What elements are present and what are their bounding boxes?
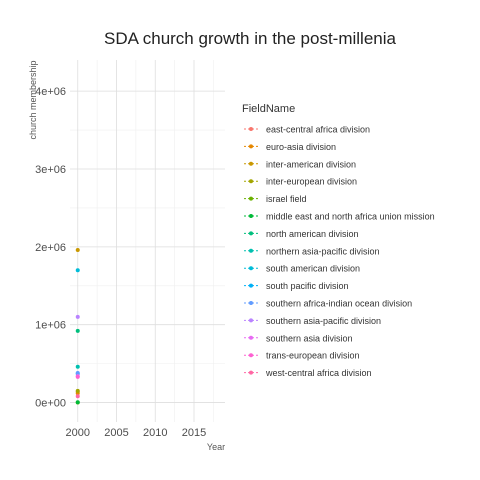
legend-label: west-central africa division [265, 368, 372, 378]
legend-item: inter-european division [244, 177, 357, 187]
legend-key-point [249, 127, 253, 131]
data-point [75, 364, 80, 369]
data-point [75, 374, 80, 379]
legend-item: middle east and north africa union missi… [244, 212, 435, 222]
legend-item: israel field [244, 194, 307, 204]
legend-key-point [249, 179, 253, 184]
series [75, 394, 80, 399]
data-point [75, 328, 80, 333]
x-axis-title: Year [207, 442, 225, 452]
data-point [75, 400, 80, 405]
x-tick-label: 2010 [143, 427, 167, 439]
legend-label: israel field [266, 194, 307, 204]
data-point [75, 370, 80, 375]
legend-item: northern asia-pacific division [244, 246, 380, 256]
legend-item: southern asia division [244, 333, 353, 343]
series [75, 370, 80, 375]
legend-title: FieldName [242, 103, 295, 115]
x-tick-label: 2005 [104, 427, 128, 439]
legend-item: euro-asia division [244, 142, 336, 152]
legend-item: southern asia-pacific division [244, 316, 381, 326]
legend-key-point [249, 335, 253, 340]
series [75, 374, 80, 379]
plot-area [70, 60, 225, 422]
data-point [75, 268, 80, 273]
y-tick-label: 0e+00 [35, 398, 66, 410]
legend-key-point [249, 196, 253, 201]
legend-label: euro-asia division [266, 142, 336, 152]
legend-key-point [249, 231, 253, 236]
legend-item: west-central africa division [244, 368, 372, 378]
legend-label: middle east and north africa union missi… [266, 212, 435, 222]
legend-label: northern asia-pacific division [266, 246, 380, 256]
legend-item: inter-american division [244, 159, 356, 169]
y-tick-label: 4e+06 [35, 86, 66, 98]
legend-item: south pacific division [244, 281, 349, 291]
legend-label: south american division [266, 264, 360, 274]
data-point [75, 388, 80, 393]
legend-key-point [249, 283, 253, 288]
legend-key-point [249, 161, 253, 166]
series [75, 328, 80, 333]
series [75, 314, 80, 319]
legend-label: inter-european division [266, 177, 357, 187]
legend-key-point [249, 248, 253, 253]
legend-key-point [249, 318, 253, 323]
legend-item: south american division [244, 264, 360, 274]
y-tick-label: 2e+06 [35, 242, 66, 254]
legend-label: southern asia division [266, 333, 353, 343]
series [75, 400, 80, 405]
data-point [75, 314, 80, 319]
x-tick-label: 2000 [66, 427, 90, 439]
series-layer [75, 247, 80, 405]
legend-item: east-central africa division [244, 125, 370, 135]
legend-item: southern africa-indian ocean division [244, 299, 412, 309]
legend-item: north american division [244, 229, 359, 239]
data-point [75, 394, 80, 399]
x-tick-label: 2015 [182, 427, 206, 439]
legend-label: southern africa-indian ocean division [266, 299, 412, 309]
series [75, 268, 80, 273]
y-axis: 0e+00 1e+06 2e+06 3e+06 4e+06 [35, 86, 66, 409]
y-axis-title: church membership [28, 60, 38, 139]
legend-key-point [249, 353, 253, 358]
legend-key-point [249, 370, 253, 375]
series [75, 388, 80, 393]
legend-key-point [249, 301, 253, 305]
y-tick-label: 3e+06 [35, 164, 66, 176]
legend-label: north american division [266, 229, 359, 239]
legend-label: south pacific division [266, 281, 349, 291]
legend-key-point [249, 266, 253, 271]
legend-label: southern asia-pacific division [266, 316, 381, 326]
legend-item: trans-european division [244, 351, 360, 361]
legend-key-point [249, 214, 253, 218]
legend-label: east-central africa division [266, 125, 370, 135]
legend-items: east-central africa division euro-asia di… [244, 125, 435, 378]
legend: FieldName east-central africa division eu… [242, 103, 435, 378]
legend-key-point [249, 144, 253, 149]
chart-title: SDA church growth in the post-millenia [104, 29, 397, 48]
series [75, 247, 80, 252]
series [75, 364, 80, 369]
y-tick-label: 1e+06 [35, 320, 66, 332]
x-axis: 2000 2005 2010 2015 [66, 427, 207, 439]
legend-label: trans-european division [266, 351, 360, 361]
legend-label: inter-american division [266, 159, 356, 169]
data-point [75, 247, 80, 252]
